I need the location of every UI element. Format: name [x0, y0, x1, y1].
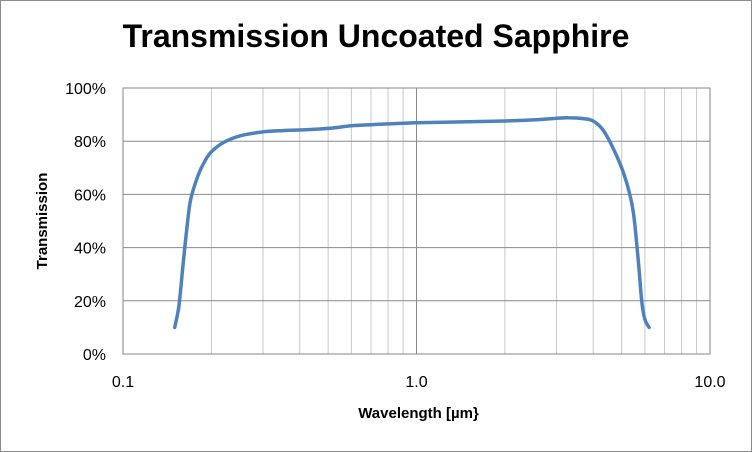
x-axis-title: Wavelength [µm} — [358, 405, 479, 422]
y-tick-label: 80% — [74, 134, 106, 151]
y-tick-label: 0% — [83, 347, 106, 364]
x-tick-label: 0.1 — [112, 374, 134, 391]
transmission-series-line — [172, 116, 651, 330]
chart-title: Transmission Uncoated Sapphire — [122, 18, 630, 54]
x-tick-label: 10.0 — [694, 374, 725, 391]
y-axis-title: Transmission — [34, 173, 51, 270]
y-tick-label: 60% — [74, 187, 106, 204]
series-layer — [172, 116, 651, 330]
plot-area-border — [122, 87, 711, 355]
tick-labels: 0% 20% 40% 60% 80% 100% 0.1 1.0 10.0 — [65, 81, 726, 391]
y-tick-label: 100% — [65, 81, 106, 98]
y-tick-label: 40% — [74, 241, 106, 258]
x-tick-label: 1.0 — [405, 374, 427, 391]
gridlines — [123, 88, 710, 354]
y-tick-label: 20% — [74, 294, 106, 311]
